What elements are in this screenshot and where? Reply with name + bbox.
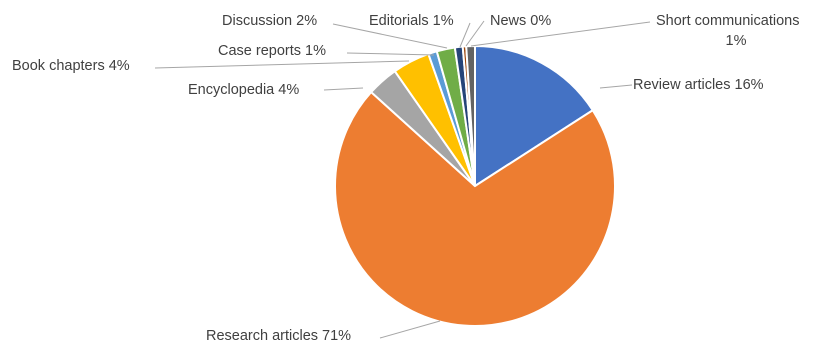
data-label-line: Book chapters 4% (12, 58, 130, 74)
data-labels: Review articles 16% Research articles 71%… (12, 13, 799, 344)
data-label-encyclopedia: Encyclopedia 4% (188, 82, 299, 98)
data-label-editorials: Editorials 1% (369, 13, 454, 29)
leader-line-discussion (332, 23, 448, 49)
data-label-line: Editorials 1% (369, 13, 454, 29)
data-label-short-communications: Short communications 1% (656, 13, 799, 49)
leader-line-book-chapters (154, 60, 410, 69)
data-label-discussion: Discussion 2% (222, 13, 317, 29)
leader-line-research-articles (379, 320, 441, 339)
data-label-research-articles: Research articles 71% (206, 328, 351, 344)
data-label-line: News 0% (490, 13, 551, 29)
leader-line-review-articles (599, 84, 633, 89)
data-label-line: 1% (726, 33, 747, 49)
leader-lines (154, 20, 651, 339)
data-label-line: Encyclopedia 4% (188, 82, 299, 98)
data-label-news: News 0% (490, 13, 551, 29)
data-label-line: Case reports 1% (218, 43, 326, 59)
pie-slice-research-articles (334, 90, 616, 327)
pie-slice-short-communications (465, 44, 476, 187)
data-label-line: Research articles 71% (206, 328, 351, 344)
pie-slice-review-articles (474, 44, 595, 188)
data-label-case-reports: Case reports 1% (218, 43, 326, 59)
leader-line-encyclopedia (323, 87, 364, 91)
data-label-review-articles: Review articles 16% (633, 77, 764, 93)
data-label-line: Review articles 16% (633, 77, 764, 93)
data-label-line: Short communications (656, 13, 799, 29)
data-label-line: Discussion 2% (222, 13, 317, 29)
data-label-book-chapters: Book chapters 4% (12, 58, 130, 74)
leader-line-case-reports (346, 52, 435, 56)
leader-line-short-communications (470, 21, 651, 47)
leader-line-news (465, 20, 485, 47)
leader-line-editorials (459, 22, 471, 48)
pie-slices (334, 44, 616, 327)
